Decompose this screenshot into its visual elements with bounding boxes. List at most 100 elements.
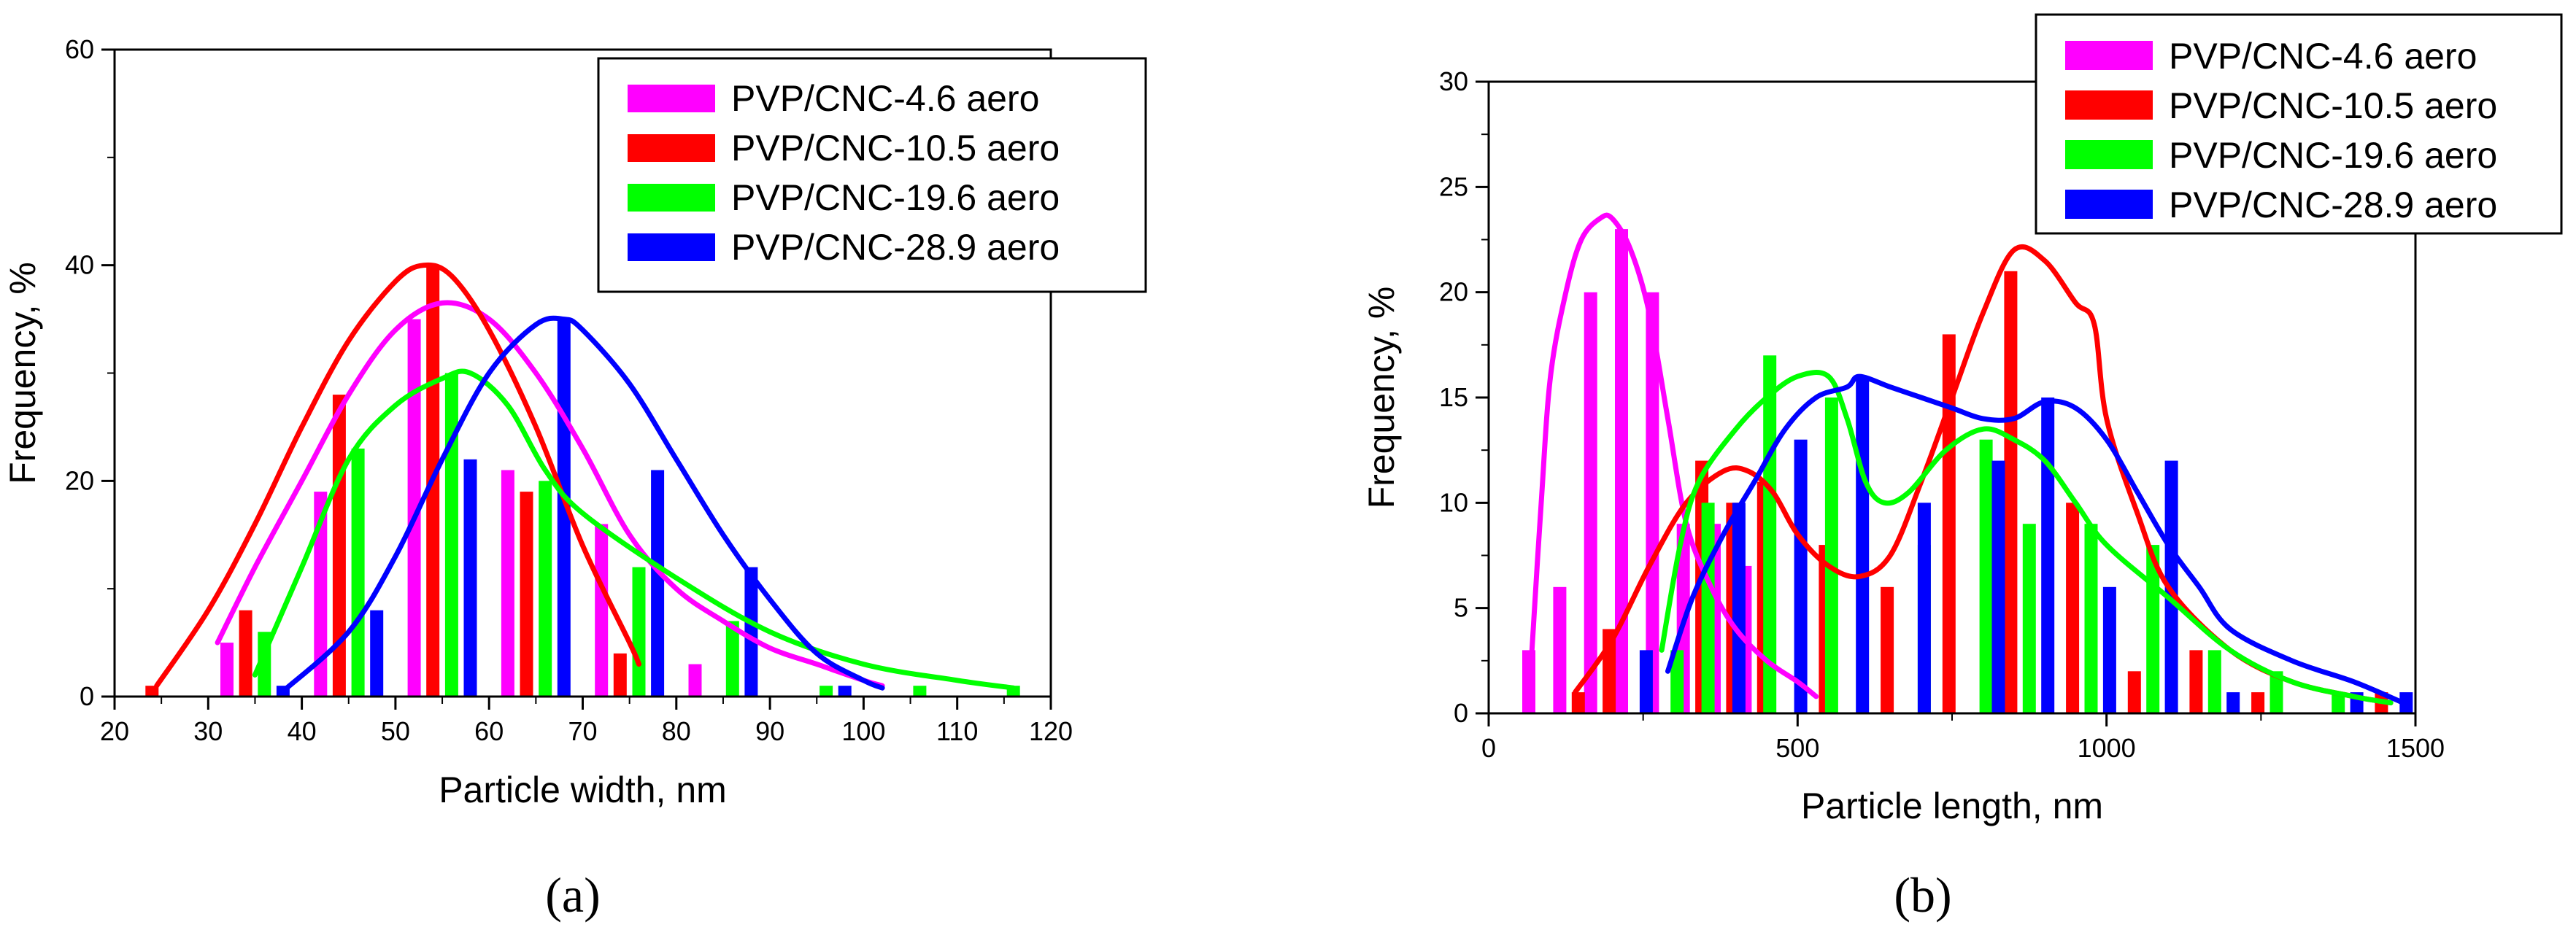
y-tick-label: 5: [1454, 593, 1468, 623]
fit-curve-4: [280, 315, 885, 694]
bar-2-1: [145, 686, 159, 697]
bar-4-6: [1991, 460, 2005, 713]
legend-swatch-1: [628, 85, 715, 112]
bar-3-11: [2270, 671, 2283, 713]
x-axis-label: Particle width, nm: [439, 769, 727, 810]
bar-1-5: [1646, 292, 1659, 713]
bars-layer: [145, 265, 1020, 697]
legend-swatch-3: [628, 184, 715, 212]
x-tick-label: 80: [662, 716, 691, 746]
x-tick-label: 1500: [2386, 733, 2445, 763]
legend: PVP/CNC-4.6 aero PVP/CNC-10.5 aero PVP/CNC…: [2035, 13, 2563, 235]
y-tick-label: 60: [65, 34, 94, 64]
bar-3-7: [820, 686, 833, 697]
bar-4-9: [2164, 460, 2178, 713]
fit-curve-4: [1665, 373, 2406, 706]
legend-label-3: PVP/CNC-19.6 aero: [2169, 135, 2497, 176]
bar-4-3: [463, 459, 477, 697]
bar-3-4: [539, 481, 552, 697]
y-tick-label: 10: [1439, 487, 1468, 517]
bar-3-5: [632, 567, 646, 697]
fit-curve-3: [1659, 370, 2394, 706]
bar-1-5: [595, 524, 609, 697]
bar-1-3: [407, 319, 421, 697]
legend-swatch-2: [628, 134, 715, 162]
bar-2-6: [613, 653, 627, 697]
bar-3-3: [444, 373, 458, 697]
x-tick-label: 0: [1481, 733, 1496, 763]
legend-label-4: PVP/CNC-28.9 aero: [2169, 185, 2497, 225]
bar-4-2: [370, 610, 384, 697]
y-tick-label: 0: [80, 681, 94, 711]
bar-4-5: [1917, 503, 1931, 713]
y-tick-label: 20: [65, 465, 94, 495]
bar-1-6: [688, 664, 702, 697]
y-tick-label: 15: [1439, 382, 1468, 412]
bar-3-12: [2332, 692, 2345, 713]
bar-4-8: [2102, 586, 2116, 713]
chart-panel-b: 0 500 1000 1500 0 5 10 15 20 25 30 Particle length…: [1361, 13, 2563, 923]
bars-layer: [1522, 229, 2413, 714]
bar-4-5: [651, 470, 665, 697]
fit-curve-3: [252, 368, 1017, 691]
x-tick-label: 40: [288, 716, 317, 746]
bar-3-4: [1824, 398, 1838, 713]
legend-swatch-2: [2065, 90, 2153, 120]
fit-curve-2: [1573, 244, 2394, 706]
bar-2-12: [2189, 650, 2203, 713]
legend-swatch-3: [2065, 140, 2153, 169]
legend-label-1: PVP/CNC-4.6 aero: [731, 78, 1039, 119]
x-tick-label: 20: [100, 716, 129, 746]
panel-label: (b): [1894, 867, 1951, 923]
y-axis-label: Frequency, %: [2, 262, 43, 484]
bar-3-6: [1979, 439, 1993, 713]
bar-1-2: [1553, 586, 1567, 713]
y-tick-label: 0: [1454, 698, 1468, 728]
legend-label-1: PVP/CNC-4.6 aero: [2169, 36, 2477, 77]
legend-swatch-4: [2065, 190, 2153, 219]
bar-1-1: [220, 643, 234, 697]
x-tick-label: 50: [381, 716, 410, 746]
bar-2-10: [2066, 503, 2080, 713]
legend-label-2: PVP/CNC-10.5 aero: [2169, 85, 2497, 126]
bar-2-3: [332, 395, 346, 697]
bar-2-13: [2251, 692, 2265, 713]
bar-2-2: [239, 610, 252, 697]
bar-4-1: [1639, 650, 1653, 713]
bar-2-9: [2004, 271, 2018, 713]
bar-4-2: [1732, 503, 1746, 713]
y-axis-label: Frequency, %: [1361, 287, 1402, 509]
y-tick-label: 20: [1439, 277, 1468, 307]
bar-3-10: [2207, 650, 2221, 713]
x-tick-label: 1000: [2078, 733, 2136, 763]
bar-2-5: [520, 492, 533, 697]
bar-3-8: [913, 686, 927, 697]
x-axis-label: Particle length, nm: [1801, 786, 2103, 826]
bar-3-2: [1701, 503, 1715, 713]
bar-2-8: [1942, 334, 1956, 713]
y-tick-label: 30: [1439, 66, 1468, 96]
legend-label-4: PVP/CNC-28.9 aero: [731, 227, 1060, 268]
bar-2-11: [2127, 671, 2141, 713]
x-tick-label: 100: [841, 716, 885, 746]
bar-4-6: [744, 567, 758, 697]
bar-3-6: [725, 621, 739, 697]
x-tick-label: 60: [474, 716, 504, 746]
bar-4-12: [2399, 692, 2413, 713]
legend-swatch-1: [2065, 41, 2153, 70]
legend-label-2: PVP/CNC-10.5 aero: [731, 128, 1060, 168]
bar-1-2: [314, 492, 328, 697]
x-tick-label: 90: [755, 716, 784, 746]
fit-curve-2: [154, 262, 641, 689]
bar-3-8: [2084, 524, 2098, 713]
bar-1-4: [1615, 229, 1628, 714]
fit-curves-layer: [154, 262, 1017, 694]
bar-1-1: [1522, 650, 1535, 713]
bar-4-7: [838, 686, 852, 697]
fit-curve-1: [1529, 212, 1819, 699]
x-tick-label: 70: [568, 716, 597, 746]
x-tick-label: 30: [193, 716, 223, 746]
